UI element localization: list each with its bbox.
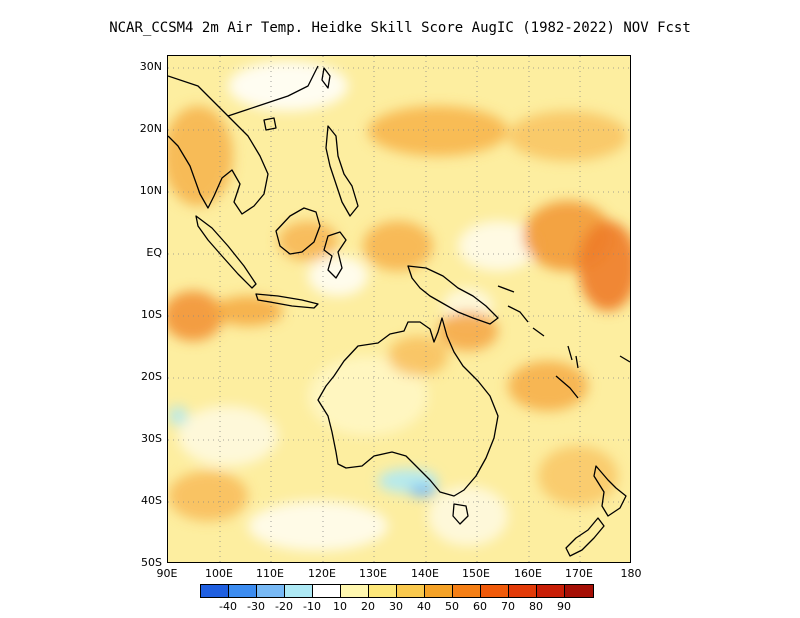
coastlines [168,65,630,557]
colorbar-swatch [285,585,313,597]
colorbar-label: -40 [219,600,237,613]
colorbar-swatch [537,585,565,597]
lat-label-20n: 20N [139,122,162,135]
vanuatu [567,345,579,369]
new-caledonia [555,375,579,399]
colorbar-label: -30 [247,600,265,613]
lon-label-180: 180 [620,567,642,580]
skill-score-map [168,56,630,562]
lat-label-30s: 30S [141,432,162,445]
colorbar-label: -10 [303,600,321,613]
colorbar-swatch [369,585,397,597]
new-zealand-north [593,465,627,517]
lon-label-150e: 150E [462,567,490,580]
colorbar-swatch [341,585,369,597]
colorbar-swatch [257,585,285,597]
lon-label-170e: 170E [565,567,593,580]
map-panel [167,55,631,563]
lat-label-40s: 40S [141,494,162,507]
colorbar-label: 30 [389,600,403,613]
lat-label-50s: 50S [141,556,162,569]
colorbar-swatch [425,585,453,597]
lat-label-30n: 30N [139,60,162,73]
lat-label-20s: 20S [141,370,162,383]
lon-label-140e: 140E [411,567,439,580]
mainland-asia-coastline [168,75,269,215]
borneo-coastline [275,207,321,255]
colorbar-label: 20 [361,600,375,613]
chart-title: NCAR_CCSM4 2m Air Temp. Heidke Skill Sco… [109,20,691,36]
new-guinea-coastline [407,265,499,325]
taiwan-coastline [321,67,331,89]
new-zealand-south [565,517,605,557]
colorbar-label: 70 [501,600,515,613]
tasmania-coastline [452,503,469,525]
lat-label-10s: 10S [141,308,162,321]
lon-label-120e: 120E [308,567,336,580]
lon-label-130e: 130E [359,567,387,580]
solomon-islands [497,285,545,337]
colorbar-label: 80 [529,600,543,613]
colorbar-swatch [509,585,537,597]
colorbar-label: 40 [417,600,431,613]
colorbar-label: 50 [445,600,459,613]
lon-label-90e: 90E [156,567,178,580]
south-china-coast [227,65,319,117]
fiji [619,355,630,363]
colorbar-swatch [201,585,229,597]
australia-coastline [317,317,499,497]
philippines-coastline [325,125,359,217]
lon-label-110e: 110E [256,567,284,580]
colorbar-swatch [453,585,481,597]
colorbar-swatch [565,585,593,597]
colorbar-label: -20 [275,600,293,613]
lon-label-100e: 100E [205,567,233,580]
colorbar-swatch [229,585,257,597]
lat-label-eq: EQ [146,246,162,259]
lat-label-10n: 10N [139,184,162,197]
colorbar-swatch [313,585,341,597]
colorbar-swatch [397,585,425,597]
hainan-coastline [263,117,277,131]
lon-label-160e: 160E [514,567,542,580]
sumatra-coastline [195,215,257,289]
colorbar-label: 10 [333,600,347,613]
java-coastline [255,293,319,309]
colorbar-label: 60 [473,600,487,613]
colorbar-label: 90 [557,600,571,613]
sulawesi-coastline [323,231,347,279]
colorbar [200,584,594,598]
colorbar-swatch [481,585,509,597]
